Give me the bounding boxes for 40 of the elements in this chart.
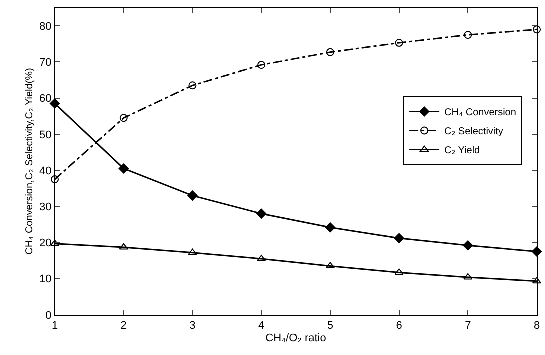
point <box>188 82 197 90</box>
y-tick-label: 80 <box>40 20 52 33</box>
point <box>463 240 474 251</box>
y-tick-label: 20 <box>40 238 52 250</box>
point <box>325 222 336 233</box>
point <box>118 164 129 174</box>
y-axis-title: CH₄ Conversion,C₂ Selectivity,C₂ Yield(%) <box>24 68 36 255</box>
point <box>120 114 128 122</box>
y-tick-label: 70 <box>40 57 52 70</box>
point <box>532 277 542 284</box>
x-tick-label: 7 <box>465 320 472 332</box>
legend-label: C₂ Yield <box>444 146 480 157</box>
x-tick-label: 4 <box>258 320 265 332</box>
point <box>188 248 198 256</box>
x-tick-label: 3 <box>190 320 196 332</box>
point <box>326 48 334 56</box>
point <box>256 208 267 219</box>
point <box>464 31 472 40</box>
point <box>119 243 128 250</box>
y-tick-label: 0 <box>46 310 52 322</box>
y-tick-label: 10 <box>40 274 52 286</box>
legend-label: C₂ Selectivity <box>444 126 504 138</box>
x-axis-title: CH₄/O₂ ratio <box>266 332 326 344</box>
y-tick-label: 40 <box>40 165 52 178</box>
point <box>395 39 404 48</box>
point <box>188 190 198 201</box>
point <box>533 26 541 34</box>
x-tick-label: 8 <box>534 320 540 332</box>
point <box>258 61 266 70</box>
point <box>51 176 59 184</box>
y-tick-label: 50 <box>40 129 52 142</box>
x-tick-label: 1 <box>52 320 58 332</box>
legend-label: CH₄ Conversion <box>444 108 516 119</box>
y-tick-label: 60 <box>40 93 52 106</box>
x-tick-label: 2 <box>120 320 127 332</box>
x-tick-label: 6 <box>396 320 402 332</box>
x-tick-label: 5 <box>327 320 334 332</box>
point <box>394 233 404 244</box>
point <box>464 273 473 280</box>
y-tick-label: 30 <box>40 202 52 214</box>
